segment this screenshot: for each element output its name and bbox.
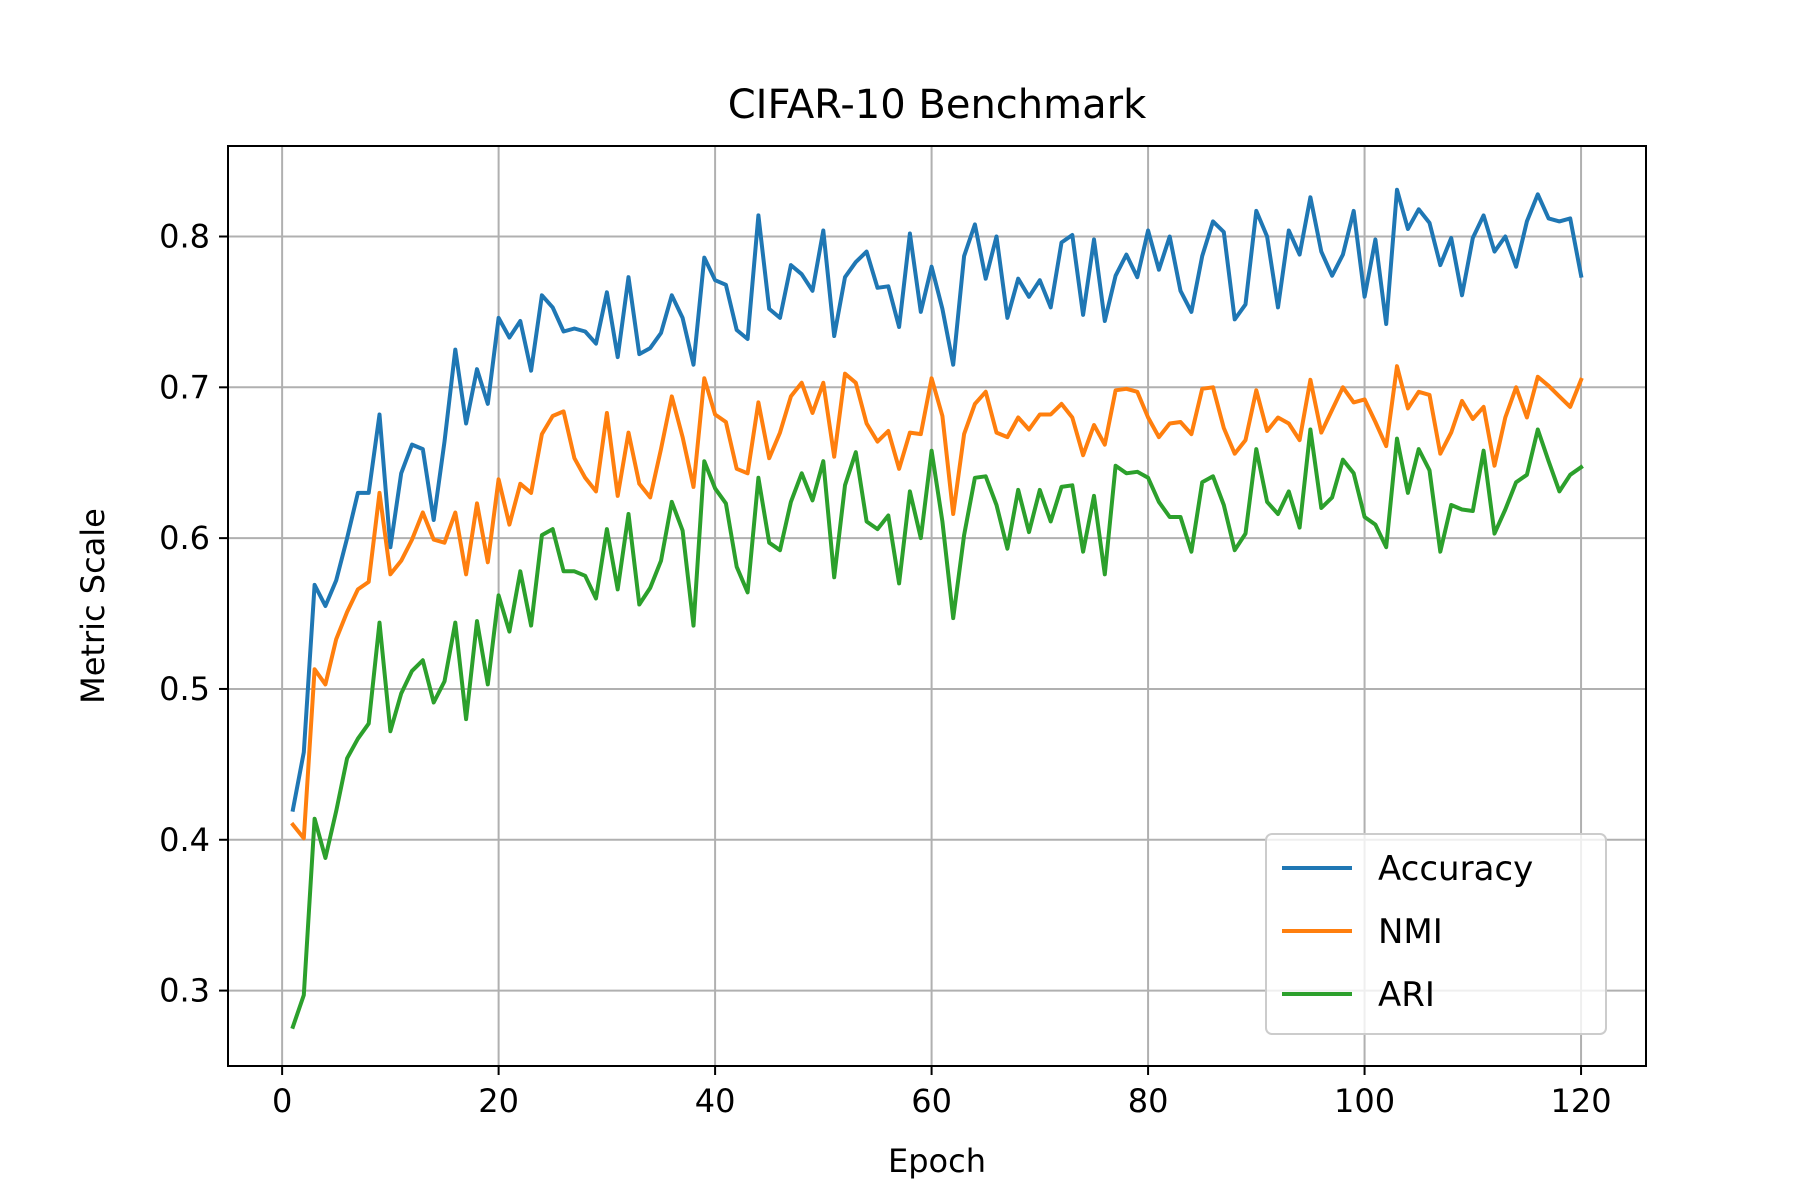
y-tick-label: 0.3 (159, 972, 210, 1010)
plot-frame (227, 145, 1647, 1067)
legend-label: NMI (1378, 912, 1443, 952)
series-line-accuracy (290, 187, 1584, 812)
legend-items: Accuracy NMI ARI (1282, 849, 1533, 1015)
legend-box (1265, 833, 1607, 1035)
x-tick-label: 0 (272, 1082, 292, 1120)
x-tick-label: 120 (1551, 1082, 1612, 1120)
x-axis-ticks: 0 20 40 60 80 100 120 (272, 1066, 1612, 1120)
y-axis-title: Metric Scale (74, 508, 112, 704)
legend: Accuracy NMI ARI (1265, 833, 1607, 1035)
x-tick-label: 100 (1334, 1082, 1395, 1120)
y-tick-label: 0.6 (159, 519, 210, 557)
chart-title: CIFAR-10 Benchmark (728, 82, 1147, 128)
x-tick-label: 20 (478, 1082, 519, 1120)
y-axis-ticks: 0.3 0.4 0.5 0.6 0.7 0.8 (159, 217, 228, 1010)
y-tick-label: 0.4 (159, 821, 210, 859)
x-axis-title: Epoch (888, 1142, 986, 1180)
x-tick-label: 80 (1128, 1082, 1169, 1120)
y-tick-label: 0.8 (159, 217, 210, 255)
x-tick-label: 40 (695, 1082, 736, 1120)
x-tick-label: 60 (911, 1082, 952, 1120)
series-line-nmi (290, 364, 1584, 841)
y-tick-label: 0.5 (159, 670, 210, 708)
legend-label: Accuracy (1378, 849, 1533, 889)
y-tick-label: 0.7 (159, 368, 210, 406)
legend-label: ARI (1378, 975, 1435, 1015)
series-line-ari (290, 427, 1584, 1030)
series-lines (290, 187, 1584, 1030)
